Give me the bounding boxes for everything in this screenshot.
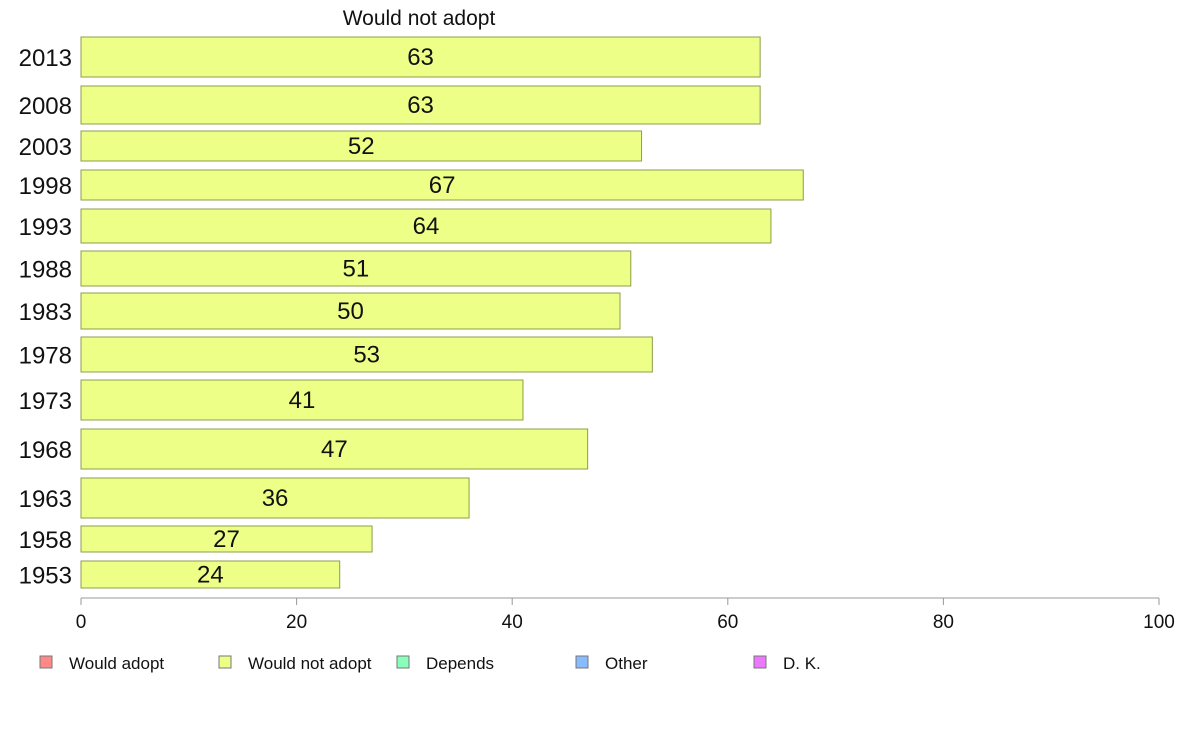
x-tick-label-20: 20 [286,612,307,633]
x-tick-label-60: 60 [717,612,738,633]
legend: Would adopt Would not adopt Depends Other D.… [39,654,821,673]
x-axis: 0 20 40 60 80 100 [76,597,1175,633]
category-label-2008: 2008 [19,93,72,120]
legend-swatch-3 [575,655,589,669]
bar-1968 [80,428,589,470]
category-label-1973: 1973 [19,388,72,415]
legend-swatch-2 [396,655,410,669]
category-label-1983: 1983 [19,299,72,326]
bar-value-label-1973: 41 [289,387,316,414]
legend-swatch-4 [753,655,767,669]
legend-label-2: Depends [426,654,494,673]
legend-swatch-0 [39,655,53,669]
legend-swatch-1 [218,655,232,669]
bar-value-label-1983: 50 [337,298,364,325]
legend-label-3: Other [605,654,648,673]
bar-value-label-1963: 36 [262,485,289,512]
legend-label-1: Would not adopt [248,654,372,673]
bar-value-label-1958: 27 [213,526,240,553]
category-label-1953: 1953 [19,563,72,590]
bar-value-label-1993: 64 [413,213,440,240]
bar-1983 [80,292,621,330]
bar-value-label-1978: 53 [353,342,380,369]
chart-title: Would not adopt [343,7,496,30]
x-tick-label-0: 0 [76,612,87,633]
category-label-2013: 2013 [19,45,72,72]
bar-value-label-1953: 24 [197,562,224,589]
bar-value-label-2008: 63 [407,92,434,119]
category-label-2003: 2003 [19,134,72,161]
bar-2013 [80,36,761,78]
bar-1953 [80,560,341,589]
bar-1958 [80,525,373,553]
bar-1963 [80,477,470,519]
bar-1978 [80,336,653,373]
bar-1993 [80,208,772,244]
x-tick-label-80: 80 [933,612,954,633]
x-tick-label-40: 40 [502,612,523,633]
bar-2008 [80,85,761,125]
legend-label-4: D. K. [783,654,821,673]
x-tick-label-100: 100 [1143,612,1175,633]
category-label-1993: 1993 [19,214,72,241]
category-label-1988: 1988 [19,257,72,284]
bar-value-label-2003: 52 [348,133,375,160]
category-label-1958: 1958 [19,527,72,554]
bar-value-label-2013: 63 [407,44,434,71]
bar-1988 [80,250,632,287]
legend-label-0: Would adopt [69,654,164,673]
bar-1973 [80,379,524,421]
category-label-1998: 1998 [19,173,72,200]
bar-value-label-1968: 47 [321,436,348,463]
category-label-1963: 1963 [19,486,72,513]
bar-2003 [80,130,643,162]
bar-value-label-1988: 51 [343,256,370,283]
category-label-1978: 1978 [19,343,72,370]
category-label-1968: 1968 [19,437,72,464]
bar-1998 [80,169,804,201]
bars-layer: 63 2013 63 2008 52 2003 67 1998 64 1993 51 1988 50 19… [19,36,804,590]
bar-value-label-1998: 67 [429,172,456,199]
